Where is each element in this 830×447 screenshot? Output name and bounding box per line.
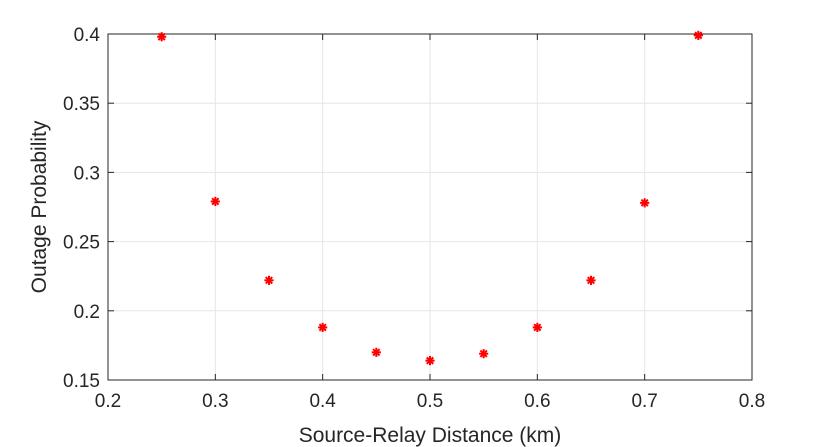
x-tick-label: 0.3: [202, 391, 228, 412]
data-point: [157, 32, 167, 42]
data-point: [532, 322, 542, 333]
x-tick-label: 0.8: [739, 391, 765, 412]
data-point: [318, 322, 328, 333]
y-tick-label: 0.35: [63, 94, 100, 115]
y-tick-label: 0.3: [74, 163, 100, 184]
y-tick-label: 0.2: [74, 302, 100, 323]
x-tick-label: 0.6: [524, 391, 550, 412]
data-point: [693, 30, 703, 40]
y-axis-label: Outage Probability: [28, 120, 51, 293]
data-point: [640, 198, 650, 208]
x-tick-label: 0.7: [631, 391, 657, 412]
y-tick-label: 0.25: [63, 233, 100, 254]
axis-ticks: 0.2 0.3 0.4 0.5 0.6 0.7 0.80.150.20.250.30.350…: [63, 25, 765, 412]
data-point: [586, 275, 596, 285]
data-point: [479, 349, 489, 359]
x-tick-label: 0.4: [309, 391, 336, 412]
data-point: [371, 347, 381, 357]
x-axis-label: Source-Relay Distance (km): [299, 424, 562, 447]
x-tick-label: 0.5: [417, 391, 443, 412]
y-tick-label: 0.4: [74, 25, 101, 46]
data-point: [210, 196, 220, 207]
y-tick-label: 0.15: [63, 371, 100, 392]
data-point: [425, 356, 435, 366]
data-point: [264, 275, 274, 285]
x-tick-label: 0.2: [95, 391, 121, 412]
grid: [107, 33, 753, 381]
data-markers: [157, 30, 703, 366]
